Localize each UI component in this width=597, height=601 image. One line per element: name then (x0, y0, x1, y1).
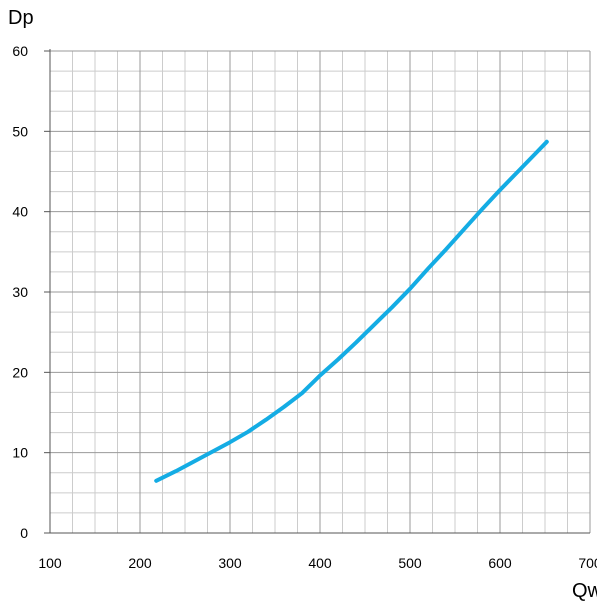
axes (44, 49, 590, 534)
major-gridlines (50, 50, 591, 533)
y-tick-label: 60 (12, 43, 28, 59)
x-tick-label: 500 (398, 555, 422, 571)
y-tick-label: 50 (12, 123, 28, 139)
y-axis-title: Dp (8, 7, 34, 29)
y-tick-labels: 0 10 20 30 40 50 60 (12, 43, 28, 541)
x-axis-title: Qw (572, 580, 597, 601)
x-tick-label: 200 (128, 555, 152, 571)
y-tick-label: 10 (12, 445, 28, 461)
y-tick-label: 30 (12, 284, 28, 300)
y-tick-label: 0 (20, 525, 28, 541)
y-tick-label: 20 (12, 364, 28, 380)
x-tick-labels: 100 200 300 400 500 600 700 (38, 555, 597, 571)
x-tick-label: 300 (218, 555, 242, 571)
x-tick-label: 100 (38, 555, 62, 571)
x-tick-label: 700 (578, 555, 597, 571)
data-series (154, 139, 549, 483)
series-line (154, 139, 549, 483)
x-tick-label: 600 (488, 555, 512, 571)
x-tick-label: 400 (308, 555, 332, 571)
y-tick-label: 40 (12, 204, 28, 220)
